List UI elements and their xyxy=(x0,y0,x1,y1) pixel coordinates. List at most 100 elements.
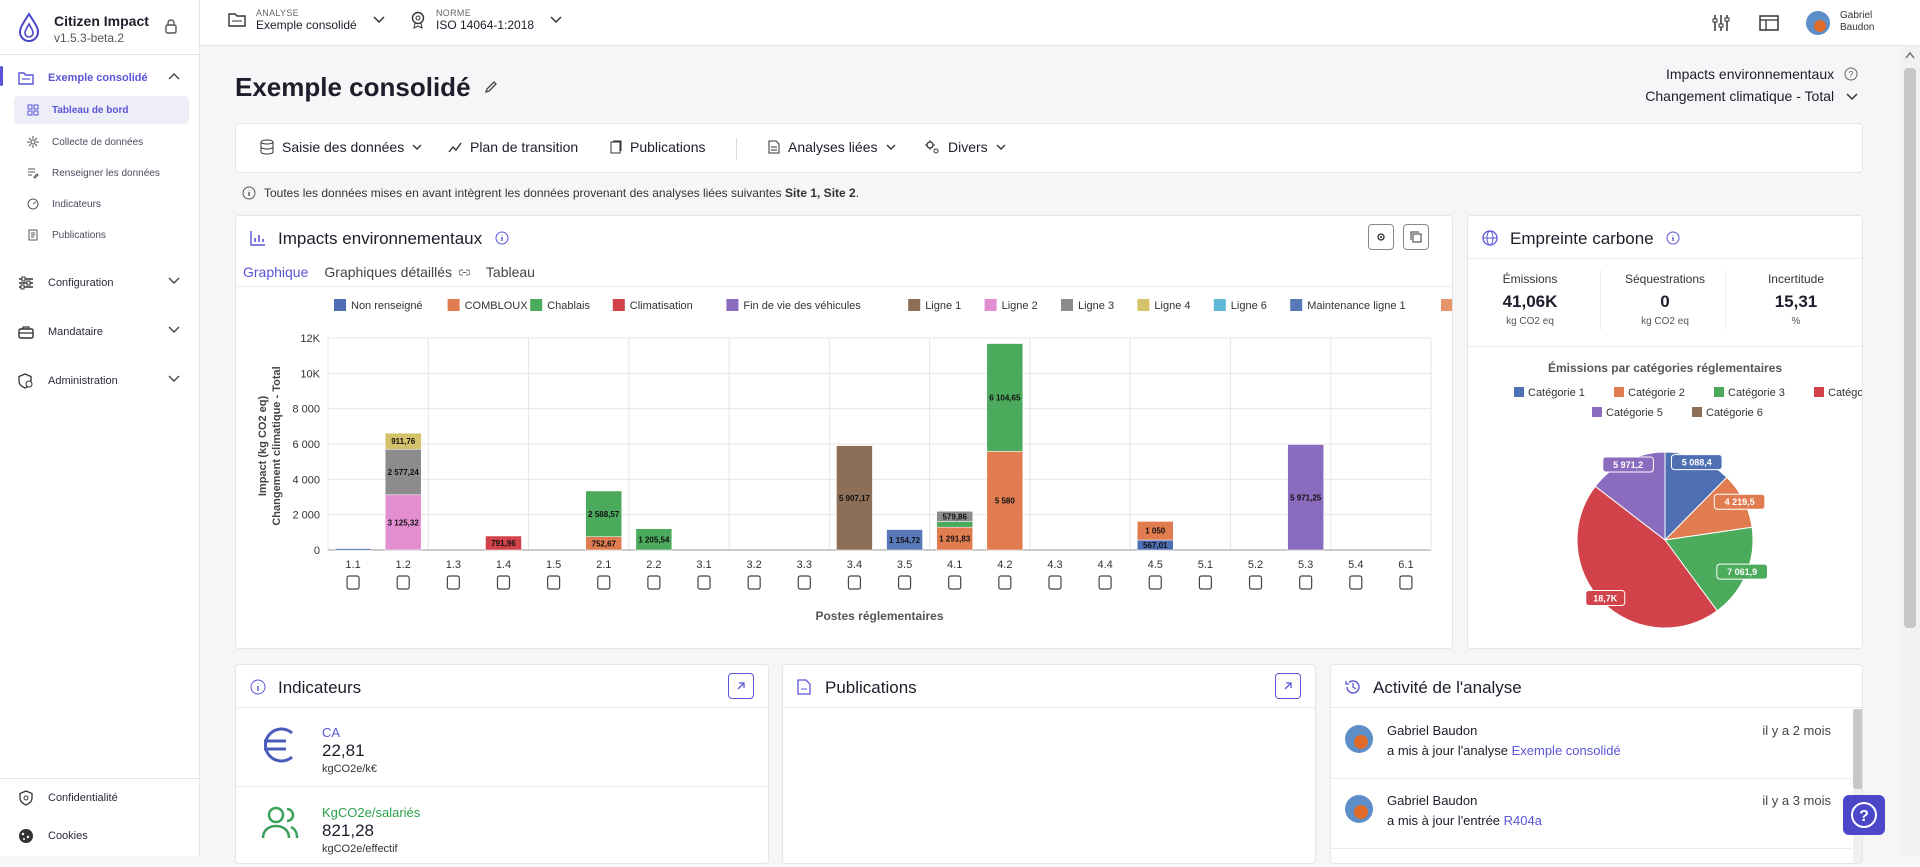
sidebar-item-cookies[interactable]: Cookies xyxy=(18,821,188,851)
indicator-row[interactable]: KgCO2e/salariés 821,28 kgCO2e/effectif xyxy=(236,787,768,867)
legend-label: Fin de vie des véhicules xyxy=(743,300,861,312)
stat-divider xyxy=(1725,270,1726,330)
divers-button[interactable]: Divers xyxy=(924,139,1006,155)
pie-label-box xyxy=(1716,563,1768,580)
legend-label: Ligne 2 xyxy=(1002,300,1038,312)
tab-tableau[interactable]: Tableau xyxy=(485,264,535,280)
legend-label: Catégorie 2 xyxy=(1628,387,1685,399)
sidebar-item-collecte[interactable]: Collecte de données xyxy=(14,128,189,156)
legend-swatch xyxy=(1614,387,1624,397)
analyses-liees-button[interactable]: Analyses liées xyxy=(768,139,896,155)
link-icon xyxy=(458,269,471,276)
scroll-up-icon[interactable] xyxy=(1905,51,1915,59)
settings-button[interactable] xyxy=(1368,224,1394,250)
sidebar-item-confidentialite[interactable]: Confidentialité xyxy=(18,783,188,813)
pencil-icon[interactable] xyxy=(484,80,498,94)
tabs-divider xyxy=(236,286,1452,287)
chevron-down-icon xyxy=(550,16,562,24)
bar-segment xyxy=(384,432,422,450)
category-icon xyxy=(396,575,410,590)
scrollbar-thumb[interactable] xyxy=(1853,709,1862,789)
publications-button[interactable]: Publications xyxy=(610,139,706,155)
norme-selector[interactable]: NORME ISO 14064-1:2018 xyxy=(410,8,562,32)
tab-graphique[interactable]: Graphique xyxy=(243,264,309,280)
avatar xyxy=(1345,725,1373,753)
sidebar-item-mandataire[interactable]: Mandataire xyxy=(18,317,188,347)
tab-graphiques-detailles[interactable]: Graphiques détaillés xyxy=(324,264,471,280)
folder-icon xyxy=(228,13,246,27)
y-tick-label: 10K xyxy=(300,368,320,380)
sidebar-item-renseigner[interactable]: Renseigner les données xyxy=(14,159,189,187)
info-icon xyxy=(250,679,266,695)
x-tick-label: 4.1 xyxy=(947,559,962,571)
x-tick-label: 3.2 xyxy=(747,559,762,571)
data-label: 567,01 xyxy=(1143,541,1168,550)
y-tick-label: 12K xyxy=(300,333,320,345)
bar-segment xyxy=(986,343,1024,452)
sidebar-item-indicateurs[interactable]: Indicateurs xyxy=(14,190,189,218)
filters-icon[interactable] xyxy=(1712,14,1730,32)
layout-icon[interactable] xyxy=(1759,14,1779,32)
sidebar-item-label: Publications xyxy=(52,229,106,241)
plan-transition-button[interactable]: Plan de transition xyxy=(448,139,578,155)
button-label: Analyses liées xyxy=(788,139,878,155)
help-icon[interactable]: ? xyxy=(1844,67,1858,81)
activity-scrollbar[interactable] xyxy=(1853,709,1862,863)
category-icon xyxy=(346,575,360,590)
norme-label: NORME xyxy=(436,8,471,18)
scrollbar-thumb[interactable] xyxy=(1904,68,1916,628)
user-name[interactable]: Gabriel Baudon xyxy=(1840,10,1874,34)
brand[interactable]: Citizen Impact v1.5.3-beta.2 xyxy=(16,12,184,46)
indicator-row[interactable]: CA 22,81 kgCO2e/k€ xyxy=(236,707,768,787)
sidebar-item-tableau-de-bord[interactable]: Tableau de bord xyxy=(14,96,189,124)
help-button[interactable]: ? xyxy=(1843,795,1885,835)
info-suffix: . xyxy=(855,186,860,200)
sidebar-item-administration[interactable]: Administration xyxy=(18,366,188,396)
norme-value: ISO 14064-1:2018 xyxy=(436,18,535,32)
briefcase-icon xyxy=(18,324,34,340)
button-label: Divers xyxy=(948,139,988,155)
category-icon xyxy=(1198,575,1212,590)
open-indicators-button[interactable] xyxy=(728,673,754,699)
data-label: 6 104,65 xyxy=(989,393,1021,402)
activity-card-title: Activité de l'analyse xyxy=(1373,678,1522,697)
globe-icon xyxy=(1482,230,1498,246)
open-publications-button[interactable] xyxy=(1275,673,1301,699)
data-label: 911,76 xyxy=(391,437,416,446)
bar-segment xyxy=(936,521,973,528)
analyse-selector[interactable]: ANALYSE Exemple consolidé xyxy=(228,8,385,32)
info-icon[interactable] xyxy=(495,231,509,245)
activity-link[interactable]: Exemple consolidé xyxy=(1511,743,1621,758)
legend-swatch xyxy=(1514,387,1524,397)
chevron-down-icon[interactable] xyxy=(168,326,180,334)
legend-swatch xyxy=(447,299,460,311)
x-tick-label: 4.2 xyxy=(997,559,1012,571)
sidebar-item-analysis[interactable]: Exemple consolidé xyxy=(18,63,188,93)
sidebar-item-label: Configuration xyxy=(48,277,114,289)
chevron-up-icon[interactable] xyxy=(168,72,180,80)
data-label: 1 205,54 xyxy=(638,535,670,544)
gears-icon xyxy=(925,140,939,154)
avatar[interactable] xyxy=(1806,11,1830,35)
copy-button[interactable] xyxy=(1403,224,1429,250)
sidebar-item-publications[interactable]: Publications xyxy=(14,221,189,249)
saisie-donnees-button[interactable]: Saisie des données xyxy=(260,139,422,155)
impacts-selector[interactable]: Impacts environnementaux ? Changement cl… xyxy=(1645,66,1858,104)
pie-label: 7 061,9 xyxy=(1727,567,1757,577)
sidebar-item-configuration[interactable]: Configuration xyxy=(18,268,188,298)
page-scrollbar[interactable] xyxy=(1900,46,1920,856)
card-divider xyxy=(1468,258,1862,259)
button-label: Saisie des données xyxy=(282,139,405,155)
sidebar-item-label: Exemple consolidé xyxy=(48,72,148,84)
chevron-down-icon[interactable] xyxy=(168,277,180,285)
info-icon[interactable] xyxy=(1666,231,1680,245)
lock-icon[interactable] xyxy=(164,18,178,34)
bar-segment xyxy=(384,494,422,551)
activity-link[interactable]: R404a xyxy=(1503,813,1542,828)
indicator-value: 821,28 xyxy=(322,821,374,840)
pie-label: 4 219,5 xyxy=(1725,497,1755,507)
impacts-card: Impacts environnementaux Graphique Graph… xyxy=(235,215,1453,649)
chevron-down-icon[interactable] xyxy=(168,375,180,383)
carbon-card-title: Empreinte carbone xyxy=(1510,229,1680,249)
category-icon xyxy=(446,575,460,590)
